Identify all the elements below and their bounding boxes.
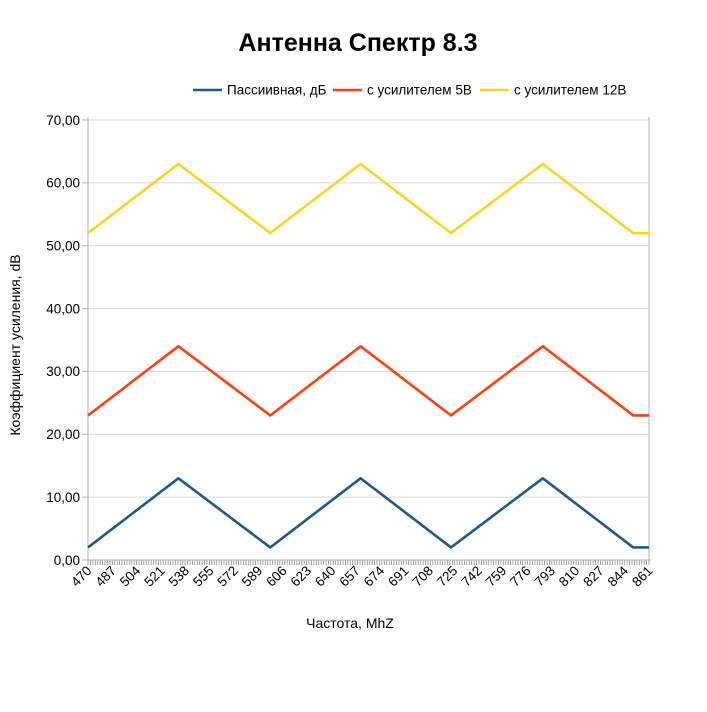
- y-tick-label: 10,00: [46, 490, 80, 505]
- legend-item-amp12v: с усилителем 12В: [480, 83, 626, 98]
- x-tick-label: 623: [288, 563, 315, 590]
- x-tick-label: 776: [507, 563, 534, 590]
- series-line-1: [87, 344, 649, 417]
- x-tick-label: 691: [385, 563, 412, 590]
- legend-label-amp5v: с усилителем 5В: [367, 83, 472, 98]
- x-tick-label: 725: [434, 563, 461, 590]
- x-tick-label: 555: [190, 563, 217, 590]
- y-gridlines: [88, 119, 649, 498]
- x-tick-label: 589: [239, 563, 266, 590]
- chart-title: Антенна Спектр 8.3: [238, 29, 477, 57]
- x-tick-label: 742: [458, 563, 485, 590]
- y-tick-label: 40,00: [46, 301, 80, 316]
- x-tick-label: 572: [214, 563, 241, 590]
- x-tick-label: 538: [166, 563, 193, 590]
- series-line-2: [87, 162, 649, 235]
- x-tick-label: 861: [629, 563, 656, 590]
- y-tick-label: 30,00: [46, 364, 80, 379]
- x-tick-label: 674: [361, 563, 388, 590]
- legend-label-amp12v: с усилителем 12В: [514, 83, 626, 98]
- x-tick-label: 793: [532, 563, 559, 590]
- x-tick-label: 827: [580, 563, 607, 590]
- legend-item-passive: Пассиивная, дБ: [193, 83, 327, 98]
- plot-area: 0,00 10,00 20,00 30,00 40,00 50,00 60,00 70,00 4…: [46, 113, 655, 590]
- y-tick-label: 20,00: [46, 427, 80, 442]
- y-axis-ticks: [82, 119, 88, 561]
- legend-item-amp5v: с усилителем 5В: [333, 83, 472, 98]
- x-tick-label: 504: [117, 563, 144, 590]
- y-tick-label: 50,00: [46, 239, 80, 254]
- x-axis-title: Частота, MhZ: [306, 615, 394, 631]
- legend-label-passive: Пассиивная, дБ: [227, 83, 327, 98]
- x-tick-label: 810: [556, 563, 583, 590]
- x-tick-label: 606: [263, 563, 290, 590]
- series-line-0: [87, 476, 649, 549]
- y-tick-label: 60,00: [46, 176, 80, 191]
- y-tick-label: 0,00: [54, 553, 80, 568]
- legend: Пассиивная, дБ с усилителем 5В с усилите…: [193, 83, 626, 98]
- x-axis-minor-ticks: [87, 560, 650, 565]
- y-tick-label: 70,00: [46, 113, 80, 128]
- x-tick-label: 844: [605, 563, 632, 590]
- x-tick-label: 487: [92, 563, 119, 590]
- x-tick-label: 708: [410, 563, 437, 590]
- x-tick-label: 657: [336, 563, 363, 590]
- y-axis-title: Коэффициент усиления, dB: [7, 254, 23, 435]
- x-tick-label: 521: [141, 563, 168, 590]
- x-tick-label: 759: [483, 563, 510, 590]
- x-tick-label: 640: [312, 563, 339, 590]
